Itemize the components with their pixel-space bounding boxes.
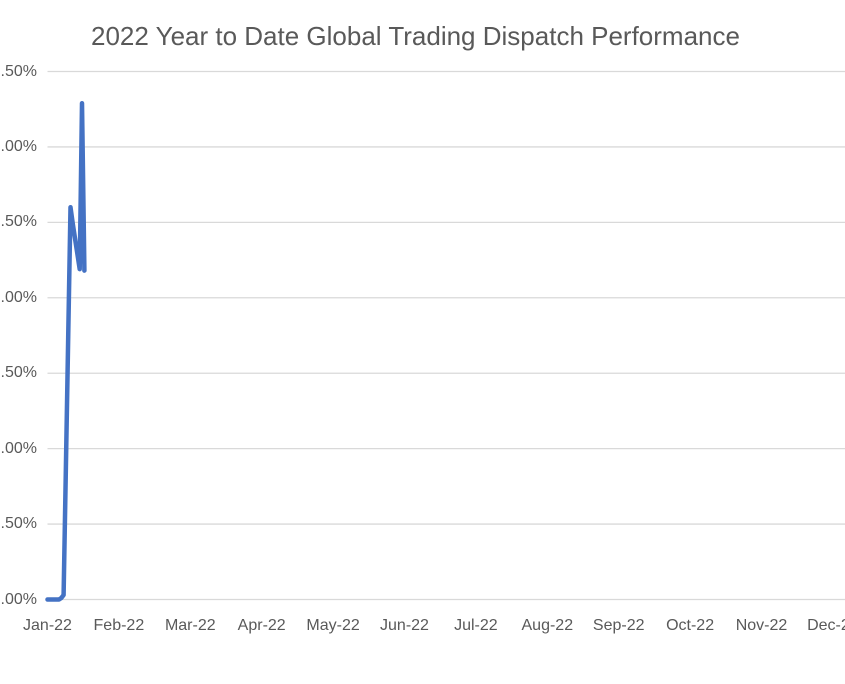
x-tick-label: Aug-22	[521, 617, 574, 634]
y-tick-label: 3.50%	[0, 62, 37, 80]
y-tick-label: 2.00%	[0, 288, 37, 306]
y-tick-label: 3.00%	[0, 137, 37, 155]
y-tick-label: 0.00%	[0, 590, 37, 608]
x-tick-label: Sep-22	[592, 617, 645, 634]
x-tick-label: May-22	[306, 617, 360, 634]
x-tick-label: Jan-22	[23, 617, 72, 634]
y-tick-label: 1.50%	[0, 364, 37, 382]
chart-title: 2022 Year to Date Global Trading Dispatc…	[91, 21, 740, 51]
x-tick-label: Oct-22	[666, 617, 715, 634]
x-tick-label: Mar-22	[164, 617, 216, 634]
y-tick-label: 0.50%	[0, 515, 37, 533]
x-tick-label: Feb-22	[93, 617, 145, 634]
series-line	[45, 100, 87, 602]
x-tick-label: Jul-22	[454, 617, 498, 634]
y-tick-label: 2.50%	[0, 213, 37, 231]
gridlines	[47, 70, 845, 601]
y-tick-label: 1.00%	[0, 439, 37, 457]
x-tick-label: Dec-22	[807, 617, 845, 634]
x-tick-label: Jun-22	[380, 617, 429, 634]
x-tick-label: Apr-22	[237, 617, 286, 634]
x-tick-label: Nov-22	[735, 617, 788, 634]
